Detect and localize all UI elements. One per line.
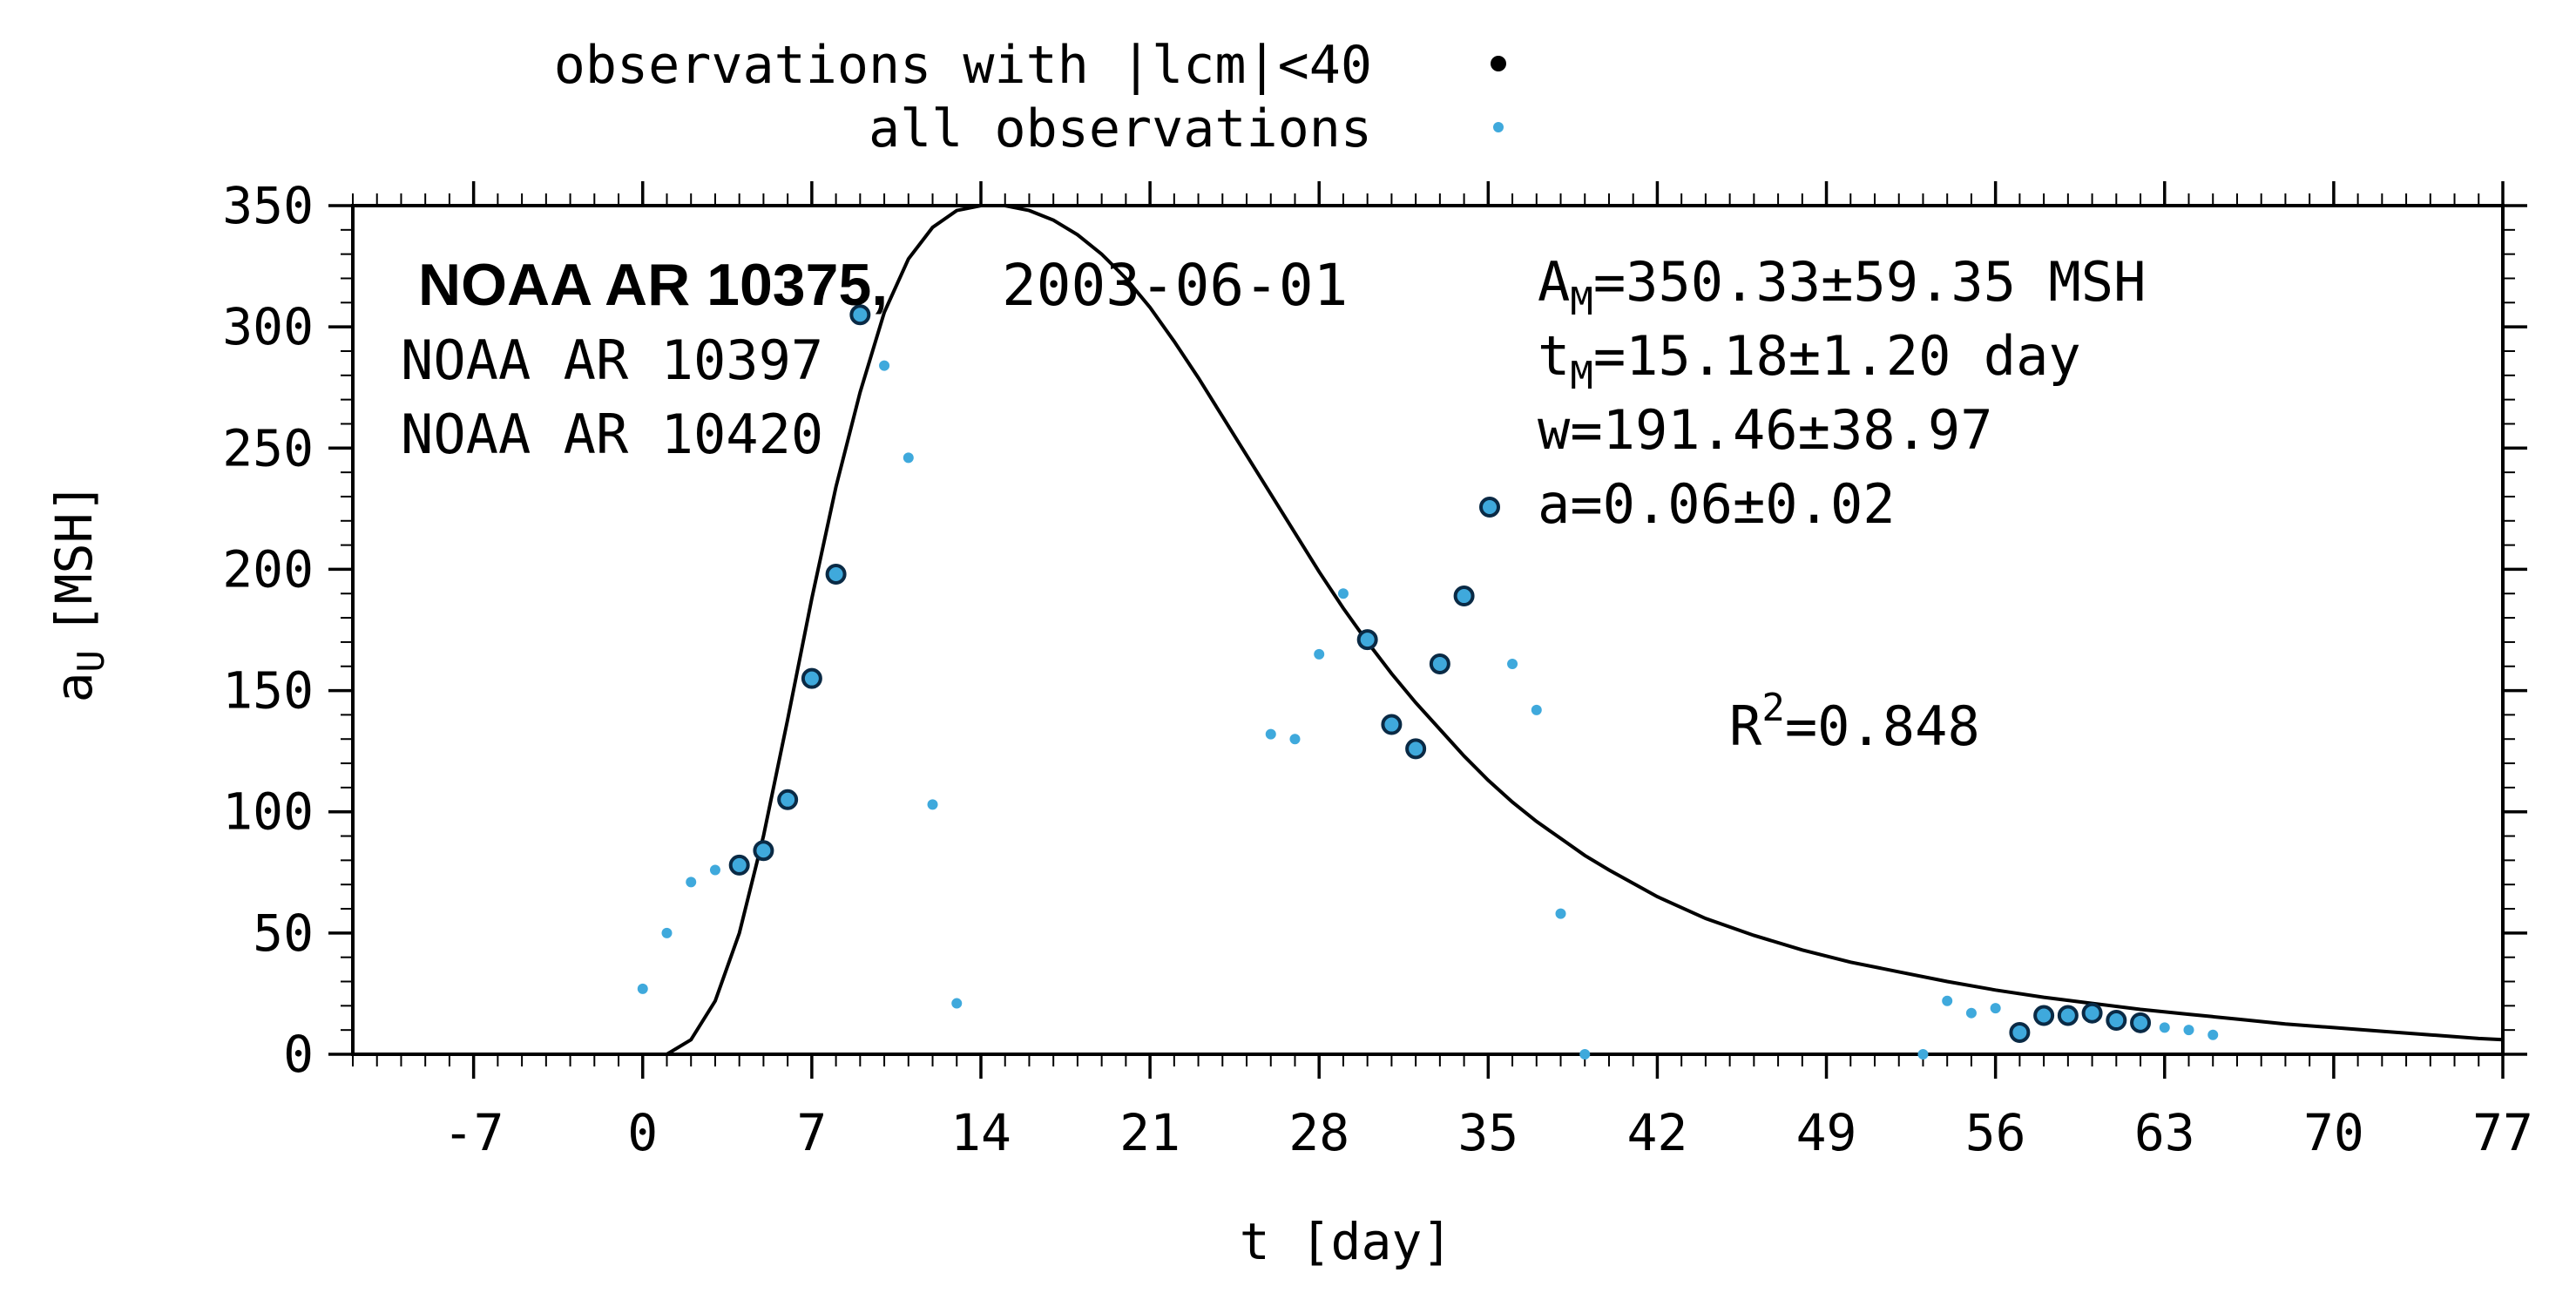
point-lcm-observation bbox=[2130, 1012, 2152, 1033]
legend: observations with |lcm|<40 all observati… bbox=[554, 35, 1506, 159]
point-all-observation bbox=[661, 927, 673, 938]
am-value: =350.33±59.35 MSH bbox=[1593, 250, 2147, 314]
y-tick-label: 50 bbox=[253, 904, 314, 963]
tm-annotation: tM=15.18±1.20 day bbox=[1538, 324, 2081, 398]
x-tick-label: 56 bbox=[1965, 1103, 2026, 1162]
plot-frame bbox=[351, 204, 2505, 1056]
x-tick-label: -7 bbox=[443, 1103, 504, 1162]
y-axis-label-base: a bbox=[44, 672, 104, 702]
point-all-observation bbox=[709, 864, 720, 876]
y-tick-label: 100 bbox=[222, 782, 314, 842]
point-lcm-observation bbox=[777, 789, 799, 810]
legend-label-all: all observations bbox=[869, 98, 1372, 159]
point-lcm-observation bbox=[1356, 629, 1378, 651]
axis-ticks bbox=[328, 181, 2527, 1079]
y-tick-label: 200 bbox=[222, 539, 314, 599]
y-axis-label-unit: [MSH] bbox=[44, 483, 104, 635]
w-annotation: w=191.46±38.97 bbox=[1538, 398, 1993, 462]
point-all-observation bbox=[1942, 995, 1953, 1006]
x-tick-label: 14 bbox=[950, 1103, 1011, 1162]
x-tick-label: 49 bbox=[1796, 1103, 1857, 1162]
x-tick-label: 7 bbox=[796, 1103, 827, 1162]
y-tick-label: 0 bbox=[283, 1025, 314, 1084]
y-tick-label: 250 bbox=[222, 418, 314, 477]
point-lcm-observation bbox=[2033, 1005, 2055, 1026]
point-all-observation bbox=[1507, 658, 1518, 669]
r2-value: =0.848 bbox=[1785, 694, 1980, 758]
point-lcm-observation bbox=[728, 854, 750, 876]
point-all-observation bbox=[1965, 1007, 1977, 1019]
point-lcm-observation bbox=[2009, 1021, 2031, 1043]
x-tick-label: 0 bbox=[627, 1103, 658, 1162]
x-tick-label: 77 bbox=[2472, 1103, 2533, 1162]
point-lcm-observation bbox=[825, 563, 847, 585]
region-main-label: NOAA AR 10375, bbox=[418, 252, 888, 318]
r2-annotation: R2=0.848 bbox=[1729, 686, 1980, 758]
point-lcm-observation bbox=[801, 667, 822, 689]
point-lcm-observation bbox=[1453, 586, 1475, 607]
point-all-observation bbox=[1579, 1049, 1591, 1059]
y-axis-label: aU [MSH] bbox=[44, 483, 112, 703]
a-annotation: a=0.06±0.02 bbox=[1538, 472, 1896, 536]
tm-base: t bbox=[1538, 324, 1570, 388]
r2-base: R bbox=[1729, 694, 1762, 758]
x-tick-label: 35 bbox=[1457, 1103, 1518, 1162]
point-all-observation bbox=[1555, 908, 1566, 919]
legend-marker-dot bbox=[1493, 122, 1504, 132]
legend-marker-filled bbox=[1491, 56, 1506, 71]
point-lcm-observation bbox=[2081, 1002, 2103, 1024]
x-axis-label: t [day] bbox=[1240, 1212, 1452, 1271]
am-annotation: AM=350.33±59.35 MSH bbox=[1538, 250, 2146, 324]
plot-border bbox=[351, 204, 2505, 1056]
point-all-observation bbox=[637, 983, 648, 994]
r2-sup: 2 bbox=[1761, 686, 1785, 730]
point-all-observation bbox=[951, 998, 963, 1009]
point-all-observation bbox=[2183, 1025, 2194, 1036]
region-2-label: NOAA AR 10397 bbox=[401, 328, 823, 392]
am-base: A bbox=[1538, 250, 1570, 314]
point-lcm-observation bbox=[2106, 1010, 2127, 1032]
date-label: 2003-06-01 bbox=[1002, 252, 1348, 319]
point-lcm-observation bbox=[1429, 653, 1450, 674]
point-all-observation bbox=[1314, 648, 1325, 660]
point-all-observation bbox=[1917, 1049, 1929, 1059]
point-all-observation bbox=[1531, 704, 1542, 715]
point-lcm-observation bbox=[2057, 1005, 2079, 1026]
point-all-observation bbox=[1289, 734, 1301, 745]
point-lcm-observation bbox=[753, 840, 774, 862]
point-all-observation bbox=[2159, 1022, 2170, 1033]
fit-curve bbox=[642, 204, 2504, 1056]
point-all-observation bbox=[903, 452, 914, 464]
am-sub: M bbox=[1570, 280, 1593, 324]
tick-labels: -7 0 7 14 21 28 35 42 49 56 63 70 77 0 50 100 150 200 250 3… bbox=[222, 176, 2533, 1162]
point-lcm-observation bbox=[1381, 714, 1403, 735]
point-all-observation bbox=[927, 799, 938, 810]
a-marker bbox=[1479, 497, 1500, 518]
tm-value: =15.18±1.20 day bbox=[1593, 324, 2081, 388]
fit-curve-layer bbox=[642, 204, 2504, 1056]
region-3-label: NOAA AR 10420 bbox=[401, 403, 823, 466]
y-tick-label: 150 bbox=[222, 661, 314, 721]
data-points bbox=[637, 304, 2219, 1059]
y-tick-label: 300 bbox=[222, 297, 314, 356]
point-lcm-observation bbox=[1405, 738, 1427, 760]
tm-sub: M bbox=[1570, 354, 1593, 398]
point-all-observation bbox=[2208, 1029, 2219, 1040]
x-tick-label: 70 bbox=[2303, 1103, 2364, 1162]
point-all-observation bbox=[1990, 1003, 2001, 1014]
x-tick-label: 28 bbox=[1288, 1103, 1349, 1162]
point-all-observation bbox=[1265, 728, 1276, 740]
svg-text:aU[MSH]: aU [MSH] bbox=[44, 483, 112, 703]
point-lcm-observation bbox=[849, 304, 871, 326]
y-tick-label: 350 bbox=[222, 176, 314, 235]
point-all-observation bbox=[879, 360, 890, 371]
x-tick-label: 63 bbox=[2134, 1103, 2195, 1162]
point-all-observation bbox=[686, 877, 697, 888]
x-tick-label: 42 bbox=[1627, 1103, 1688, 1162]
x-tick-label: 21 bbox=[1119, 1103, 1180, 1162]
legend-label-lcm: observations with |lcm|<40 bbox=[554, 35, 1372, 96]
point-all-observation bbox=[1337, 588, 1349, 599]
y-axis-label-sub: U bbox=[70, 650, 112, 672]
